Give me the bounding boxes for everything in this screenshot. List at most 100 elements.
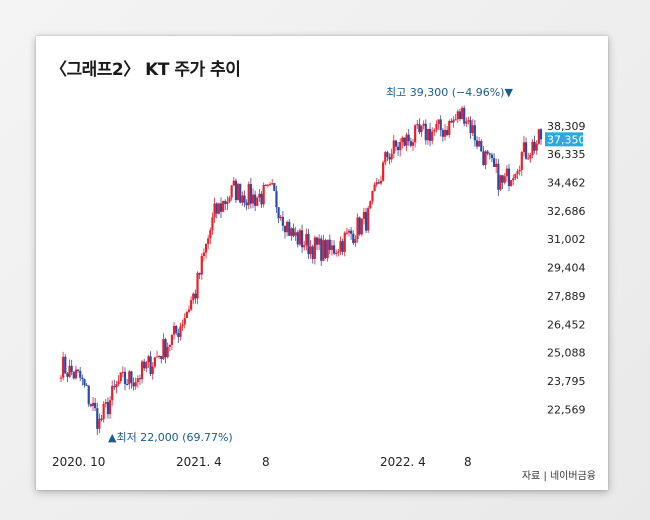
candle-body (87, 385, 90, 405)
candle-body (422, 123, 425, 126)
candle-body (153, 357, 156, 367)
candle-body (130, 371, 133, 383)
candle-body (294, 232, 297, 236)
candle-body (324, 240, 327, 258)
chart-title: 〈그래프2〉 KT 주가 추이 (50, 60, 241, 80)
candle-body (311, 246, 314, 259)
candle-body (531, 141, 534, 156)
candle-body (230, 185, 233, 198)
candle-body (339, 241, 342, 252)
candle-body (279, 216, 282, 219)
candle-body (196, 272, 199, 299)
candle-body (307, 234, 310, 255)
x-tick-label: 8 (262, 455, 270, 469)
candle-body (431, 131, 434, 141)
candle-body (241, 195, 244, 203)
candle-body (183, 317, 186, 325)
y-tick-label: 27,889 (547, 290, 586, 303)
candle-body (249, 184, 252, 204)
candle-body (539, 129, 543, 140)
candle-body (392, 140, 395, 154)
candle-body (147, 356, 150, 363)
candle-body (337, 251, 340, 253)
candle-body (190, 300, 193, 310)
candle-body (247, 184, 250, 206)
candle-body (343, 232, 346, 252)
candle-body (382, 162, 385, 181)
candle-body (123, 371, 127, 385)
candle-body (296, 232, 299, 245)
candle-body (168, 344, 171, 347)
candle-body (369, 201, 372, 209)
candle-body (499, 175, 502, 190)
candle-body (475, 140, 479, 147)
candle-body (143, 361, 146, 369)
candle-body (140, 361, 144, 380)
candle-body (283, 225, 287, 233)
candle-body (411, 142, 415, 146)
candle-body (433, 129, 436, 132)
candle-body (467, 120, 470, 122)
candle-body (460, 107, 464, 120)
candle-body (497, 163, 500, 190)
candle-body (371, 190, 374, 202)
candle-body (486, 151, 489, 154)
candle-body (326, 239, 329, 258)
candle-body (373, 184, 376, 191)
candle-body (104, 402, 107, 404)
candle-body (358, 217, 361, 235)
candle-body (106, 402, 110, 415)
candle-body (356, 217, 359, 240)
candle-body (145, 362, 148, 369)
low-annotation: ▲최저 22,000 (69.77%) (108, 431, 233, 444)
candle-body (443, 129, 447, 137)
candle-body (198, 272, 201, 275)
candle-body (527, 158, 530, 160)
candle-body (418, 124, 421, 133)
candle-body (482, 151, 485, 165)
candle-body (258, 193, 261, 198)
candle-body (298, 230, 302, 245)
y-tick-label: 23,795 (547, 375, 586, 388)
candle-body (362, 211, 366, 219)
candle-body (322, 240, 325, 261)
candle-body (128, 371, 131, 385)
candle-body (204, 243, 208, 253)
candle-body (501, 175, 504, 183)
candle-body (446, 129, 449, 135)
candle-body (328, 239, 331, 250)
candle-body (313, 237, 316, 259)
candle-body (518, 169, 521, 172)
candle-body (239, 183, 242, 203)
candle-body (305, 234, 308, 246)
y-tick-label: 38,309 (547, 120, 586, 133)
candle-body (217, 203, 220, 214)
candle-body (166, 346, 169, 358)
candle-body (111, 386, 114, 401)
candle-body (83, 379, 86, 385)
candle-body (390, 153, 393, 160)
candle-body (202, 252, 206, 256)
candle-body (300, 230, 304, 248)
candle-body (172, 325, 176, 335)
candle-body (164, 339, 167, 358)
candle-body (108, 400, 112, 415)
candle-body (529, 155, 532, 159)
candle-body (275, 191, 278, 208)
candle-body (454, 119, 457, 121)
candle-body (219, 203, 223, 212)
candle-body (469, 120, 472, 134)
candle-body (181, 324, 184, 327)
candle-body (473, 125, 476, 141)
candle-body (347, 230, 351, 233)
candle-body (315, 237, 319, 245)
candle-body (484, 151, 487, 165)
candle-body (179, 326, 182, 337)
candle-body (522, 142, 526, 153)
candle-body (62, 356, 65, 378)
candle-body (200, 255, 203, 275)
y-tick-label: 32,686 (547, 205, 586, 218)
candle-body (224, 200, 227, 204)
candle-body (403, 137, 406, 146)
y-tick-label: 29,404 (547, 262, 586, 275)
